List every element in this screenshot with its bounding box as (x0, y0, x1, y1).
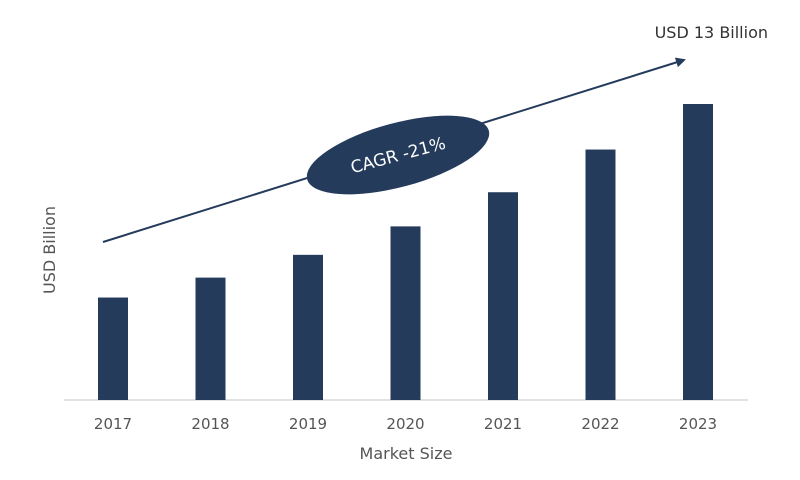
x-tick-2020: 2020 (386, 415, 424, 433)
end-value-annotation: USD 13 Billion (655, 23, 768, 42)
x-tick-2018: 2018 (191, 415, 229, 433)
bar-2021 (488, 192, 518, 400)
x-tick-2022: 2022 (581, 415, 619, 433)
x-tick-2017: 2017 (94, 415, 132, 433)
bar-2020 (390, 226, 421, 400)
bar-2019 (293, 254, 323, 400)
y-axis-title: USD Billion (40, 206, 59, 294)
x-tick-2019: 2019 (289, 415, 327, 433)
x-axis-title: Market Size (360, 444, 453, 463)
x-tick-2023: 2023 (679, 415, 717, 433)
cagr-badge: CAGR -21% (306, 115, 490, 195)
bar-2023 (683, 104, 713, 400)
bar-2018 (195, 277, 226, 400)
x-tick-2021: 2021 (484, 415, 522, 433)
bars-layer (98, 104, 713, 400)
bar-2017 (98, 297, 128, 400)
bar-2022 (585, 149, 616, 400)
x-tick-labels: 2017 2018 2019 2020 2021 2022 2023 (94, 415, 717, 433)
